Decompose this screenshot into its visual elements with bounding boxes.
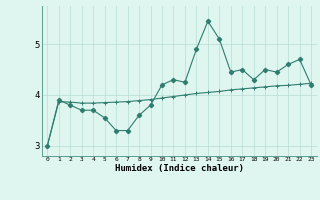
X-axis label: Humidex (Indice chaleur): Humidex (Indice chaleur) bbox=[115, 164, 244, 173]
